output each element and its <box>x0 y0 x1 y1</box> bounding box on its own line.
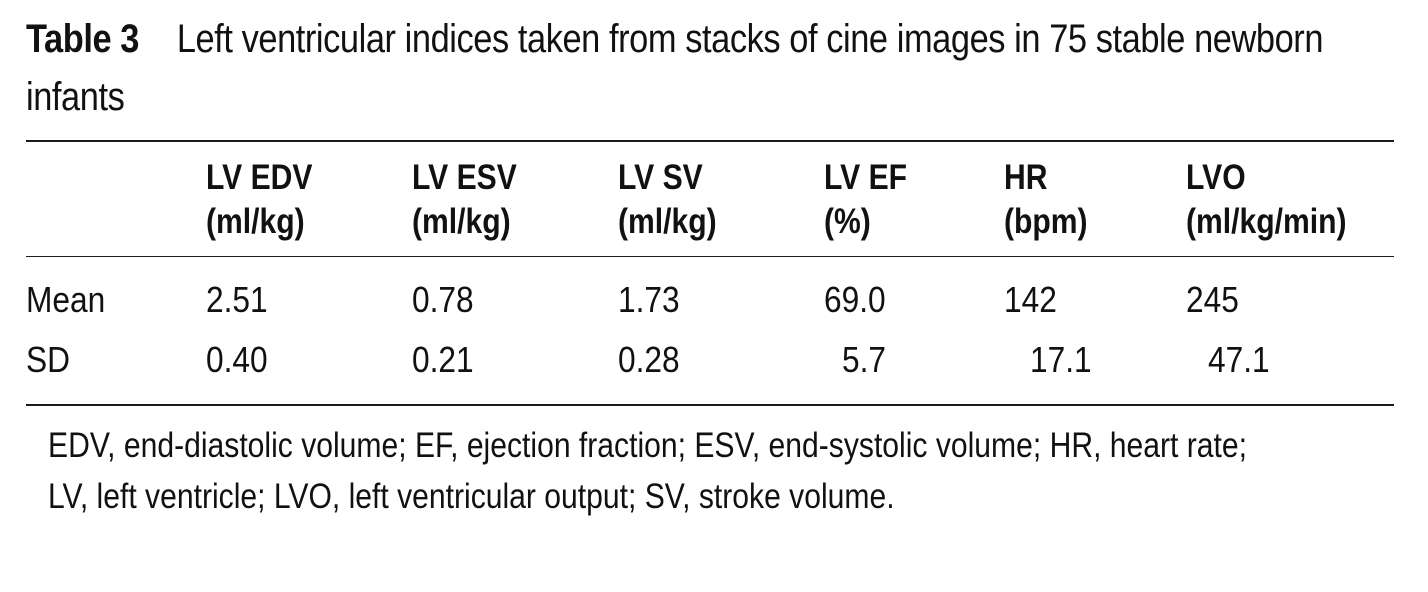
cell-lvo: 47.1 <box>1208 339 1270 380</box>
header-label: HR <box>1004 158 1048 197</box>
header-lv-ef: LV EF (%) <box>824 156 907 244</box>
cell-hr: 142 <box>1004 279 1057 320</box>
header-unit: (bpm) <box>1004 202 1088 241</box>
cell-lv-ef: 69.0 <box>824 279 886 320</box>
row-label: SD <box>26 339 71 380</box>
table-row-sd: SD 0.40 0.21 0.28 5.7 17.1 47.1 <box>26 336 1394 396</box>
header-rule <box>26 256 1394 257</box>
cell-lvo: 245 <box>1186 279 1239 320</box>
table-row-mean: Mean 2.51 0.78 1.73 69.0 142 245 <box>26 276 1394 336</box>
bottom-rule <box>26 404 1394 406</box>
header-label: LVO <box>1186 158 1246 197</box>
cell-lv-edv: 0.40 <box>206 339 268 380</box>
cell-lv-sv: 0.28 <box>618 339 680 380</box>
cell-lv-ef: 5.7 <box>842 339 887 380</box>
table-footnote: EDV, end-diastolic volume; EF, ejection … <box>48 426 1248 516</box>
header-label: LV EDV <box>206 158 313 197</box>
header-label: LV SV <box>618 158 703 197</box>
cell-lv-edv: 2.51 <box>206 279 268 320</box>
header-lv-sv: LV SV (ml/kg) <box>618 156 717 244</box>
table-caption: Table 3 Left ventricular indices taken fr… <box>26 10 1406 126</box>
header-hr: HR (bpm) <box>1004 156 1088 244</box>
table-number: Table 3 <box>26 17 139 61</box>
header-lv-edv: LV EDV (ml/kg) <box>206 156 312 244</box>
header-unit: (ml/kg) <box>206 202 305 241</box>
cell-lv-esv: 0.78 <box>412 279 474 320</box>
header-unit: (ml/kg) <box>412 202 511 241</box>
row-label: Mean <box>26 279 106 320</box>
header-label: LV EF <box>824 158 908 197</box>
header-lv-esv: LV ESV (ml/kg) <box>412 156 517 244</box>
header-unit: (ml/kg/min) <box>1186 202 1347 241</box>
header-unit: (ml/kg) <box>618 202 717 241</box>
cell-hr: 17.1 <box>1030 339 1092 380</box>
table-title: Left ventricular indices taken from stac… <box>26 17 1324 119</box>
top-rule <box>26 140 1394 142</box>
header-unit: (%) <box>824 202 871 241</box>
header-label: LV ESV <box>412 158 517 197</box>
cell-lv-sv: 1.73 <box>618 279 680 320</box>
header-lvo: LVO (ml/kg/min) <box>1186 156 1347 244</box>
cell-lv-esv: 0.21 <box>412 339 474 380</box>
